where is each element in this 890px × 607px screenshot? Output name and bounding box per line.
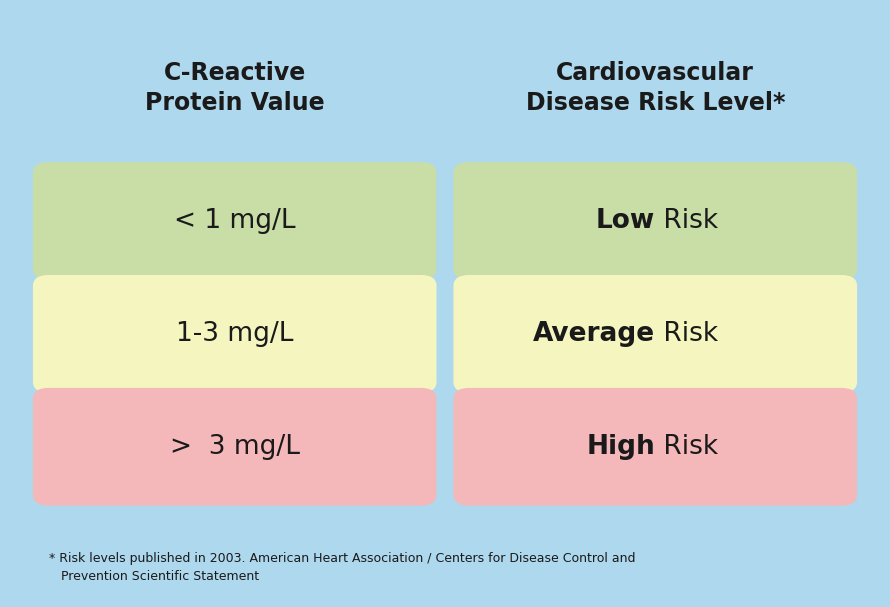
- Text: Average: Average: [533, 321, 655, 347]
- Text: < 1 mg/L: < 1 mg/L: [174, 208, 295, 234]
- Text: >  3 mg/L: > 3 mg/L: [170, 434, 300, 459]
- Text: 1-3 mg/L: 1-3 mg/L: [176, 321, 294, 347]
- Text: High: High: [587, 434, 655, 459]
- Text: Risk: Risk: [655, 434, 718, 459]
- Text: C-Reactive
Protein Value: C-Reactive Protein Value: [145, 61, 325, 115]
- FancyBboxPatch shape: [33, 388, 436, 506]
- Text: Low: Low: [596, 208, 655, 234]
- Text: Risk: Risk: [655, 321, 718, 347]
- Text: Risk: Risk: [655, 208, 718, 234]
- Text: Cardiovascular
Disease Risk Level*: Cardiovascular Disease Risk Level*: [525, 61, 785, 115]
- FancyBboxPatch shape: [454, 162, 857, 280]
- Text: * Risk levels published in 2003. American Heart Association / Centers for Diseas: * Risk levels published in 2003. America…: [49, 552, 635, 583]
- FancyBboxPatch shape: [33, 162, 436, 280]
- FancyBboxPatch shape: [454, 275, 857, 393]
- FancyBboxPatch shape: [454, 388, 857, 506]
- FancyBboxPatch shape: [33, 275, 436, 393]
